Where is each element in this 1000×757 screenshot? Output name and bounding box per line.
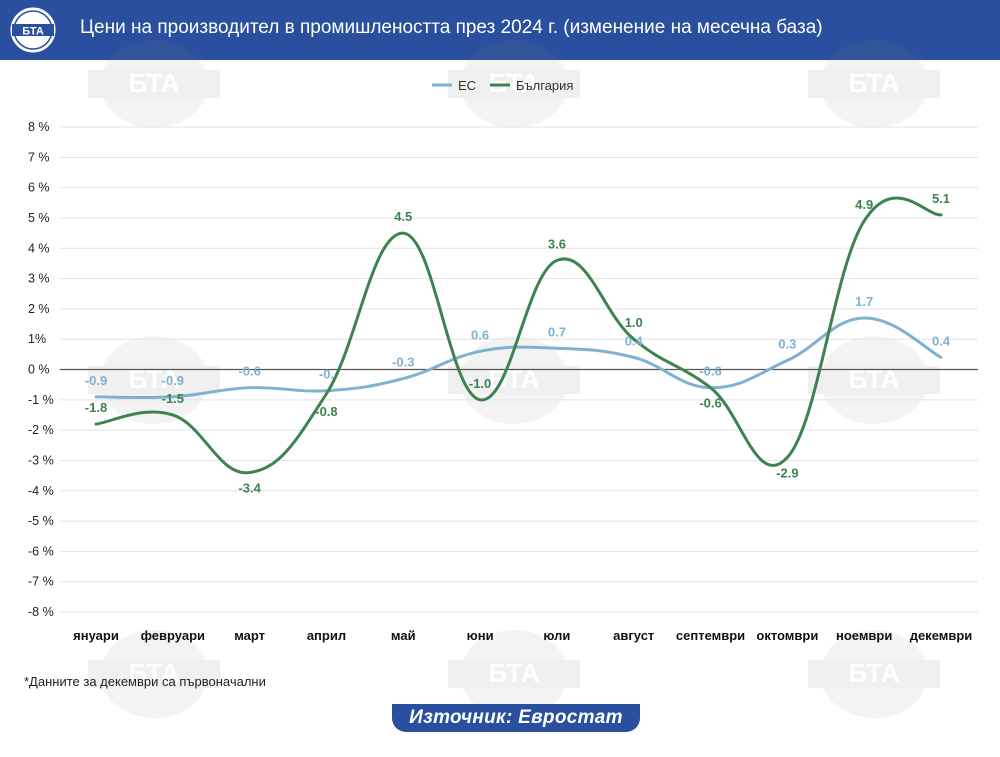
- y-tick-label: -7 %: [28, 575, 54, 589]
- y-tick-label: 4 %: [28, 241, 50, 255]
- y-tick-label: -8 %: [28, 605, 54, 619]
- series-line-eu: [94, 316, 943, 400]
- data-label: 4.5: [394, 209, 412, 224]
- legend-label: ЕС: [458, 78, 476, 93]
- data-label: -0.6: [699, 396, 721, 411]
- y-tick-label: 3 %: [28, 272, 50, 286]
- y-tick-label: -2 %: [28, 423, 54, 437]
- x-tick-label: ноември: [836, 628, 892, 643]
- y-tick-label: -4 %: [28, 484, 54, 498]
- data-label: 3.6: [548, 236, 566, 251]
- y-axis-ticks: 8 % 7 % 6 % 5 % 4 % 3 % 2 % 1% 0 % -1 % -2 % -3 % -4…: [28, 120, 54, 619]
- x-tick-label: август: [613, 628, 654, 643]
- data-label: -0.8: [315, 404, 337, 419]
- x-axis-ticks: януари февруари март април май юни юли август се…: [73, 628, 972, 643]
- header-bar: БТА Цени на производител в промишленостт…: [0, 0, 1000, 60]
- footnote: *Данните за декември са първоначални: [24, 674, 266, 689]
- chart-series: [94, 196, 943, 475]
- page-title: Цени на производител в промишлеността пр…: [80, 17, 823, 38]
- chart-grid: [60, 126, 978, 613]
- data-label: -1.5: [162, 391, 184, 406]
- source-banner: Източник: Евростат: [392, 704, 640, 732]
- logo-text: БТА: [22, 26, 44, 38]
- y-tick-label: 2 %: [28, 302, 50, 316]
- data-label: -1.8: [85, 400, 107, 415]
- y-tick-label: -1 %: [28, 393, 54, 407]
- y-tick-label: 1%: [28, 332, 46, 346]
- data-label: -1.0: [469, 376, 491, 391]
- x-tick-label: април: [307, 628, 346, 643]
- watermark-text: БТА: [488, 658, 539, 688]
- data-label: -2.9: [776, 465, 798, 480]
- x-tick-label: май: [391, 628, 416, 643]
- data-label: 1.7: [855, 294, 873, 309]
- data-label: -0.6: [699, 364, 721, 379]
- data-label: 5.1: [932, 191, 950, 206]
- x-tick-label: февруари: [141, 628, 205, 643]
- x-tick-label: септември: [676, 628, 745, 643]
- data-label: -0.: [319, 367, 334, 382]
- data-label: 1.0: [625, 315, 643, 330]
- x-tick-label: октомври: [756, 628, 818, 643]
- data-label: -0.9: [162, 373, 184, 388]
- y-tick-label: 7 %: [28, 150, 50, 164]
- data-label: 0.3: [778, 336, 796, 351]
- bta-logo: БТА: [10, 7, 56, 53]
- watermark-text: БТА: [848, 658, 899, 688]
- y-tick-label: -5 %: [28, 514, 54, 528]
- x-tick-label: декември: [910, 628, 973, 643]
- x-tick-label: март: [234, 628, 265, 643]
- y-tick-label: -3 %: [28, 453, 54, 467]
- data-label: -0.3: [392, 355, 414, 370]
- data-label: 0.4: [625, 333, 644, 348]
- y-tick-label: 5 %: [28, 211, 50, 225]
- x-tick-label: юни: [467, 628, 494, 643]
- x-tick-label: януари: [73, 628, 119, 643]
- series-line-bulgaria: [94, 196, 943, 475]
- data-label: 4.9: [855, 197, 873, 212]
- data-label: -0.6: [238, 364, 260, 379]
- y-tick-label: 0 %: [28, 363, 50, 377]
- chart-legend: ЕС България: [432, 78, 573, 93]
- y-tick-label: 6 %: [28, 181, 50, 195]
- y-tick-label: 8 %: [28, 120, 50, 134]
- data-label: -0.9: [85, 373, 107, 388]
- data-label: 0.6: [471, 327, 489, 342]
- y-tick-label: -6 %: [28, 544, 54, 558]
- x-tick-label: юли: [543, 628, 570, 643]
- data-label: 0.7: [548, 324, 566, 339]
- data-label: 0.4: [932, 333, 951, 348]
- legend-label: България: [516, 78, 573, 93]
- data-label: -3.4: [238, 481, 261, 496]
- chart-data-labels: -0.9 -0.9 -0.6 -0. -0.3 0.6 0.7 0.4 -0.6 0.3 1.7 0.…: [85, 191, 951, 496]
- line-chart: ЕС България 8 % 7 % 6 % 5 % 4 % 3 % 2 % 1% 0 % -1 …: [28, 78, 978, 643]
